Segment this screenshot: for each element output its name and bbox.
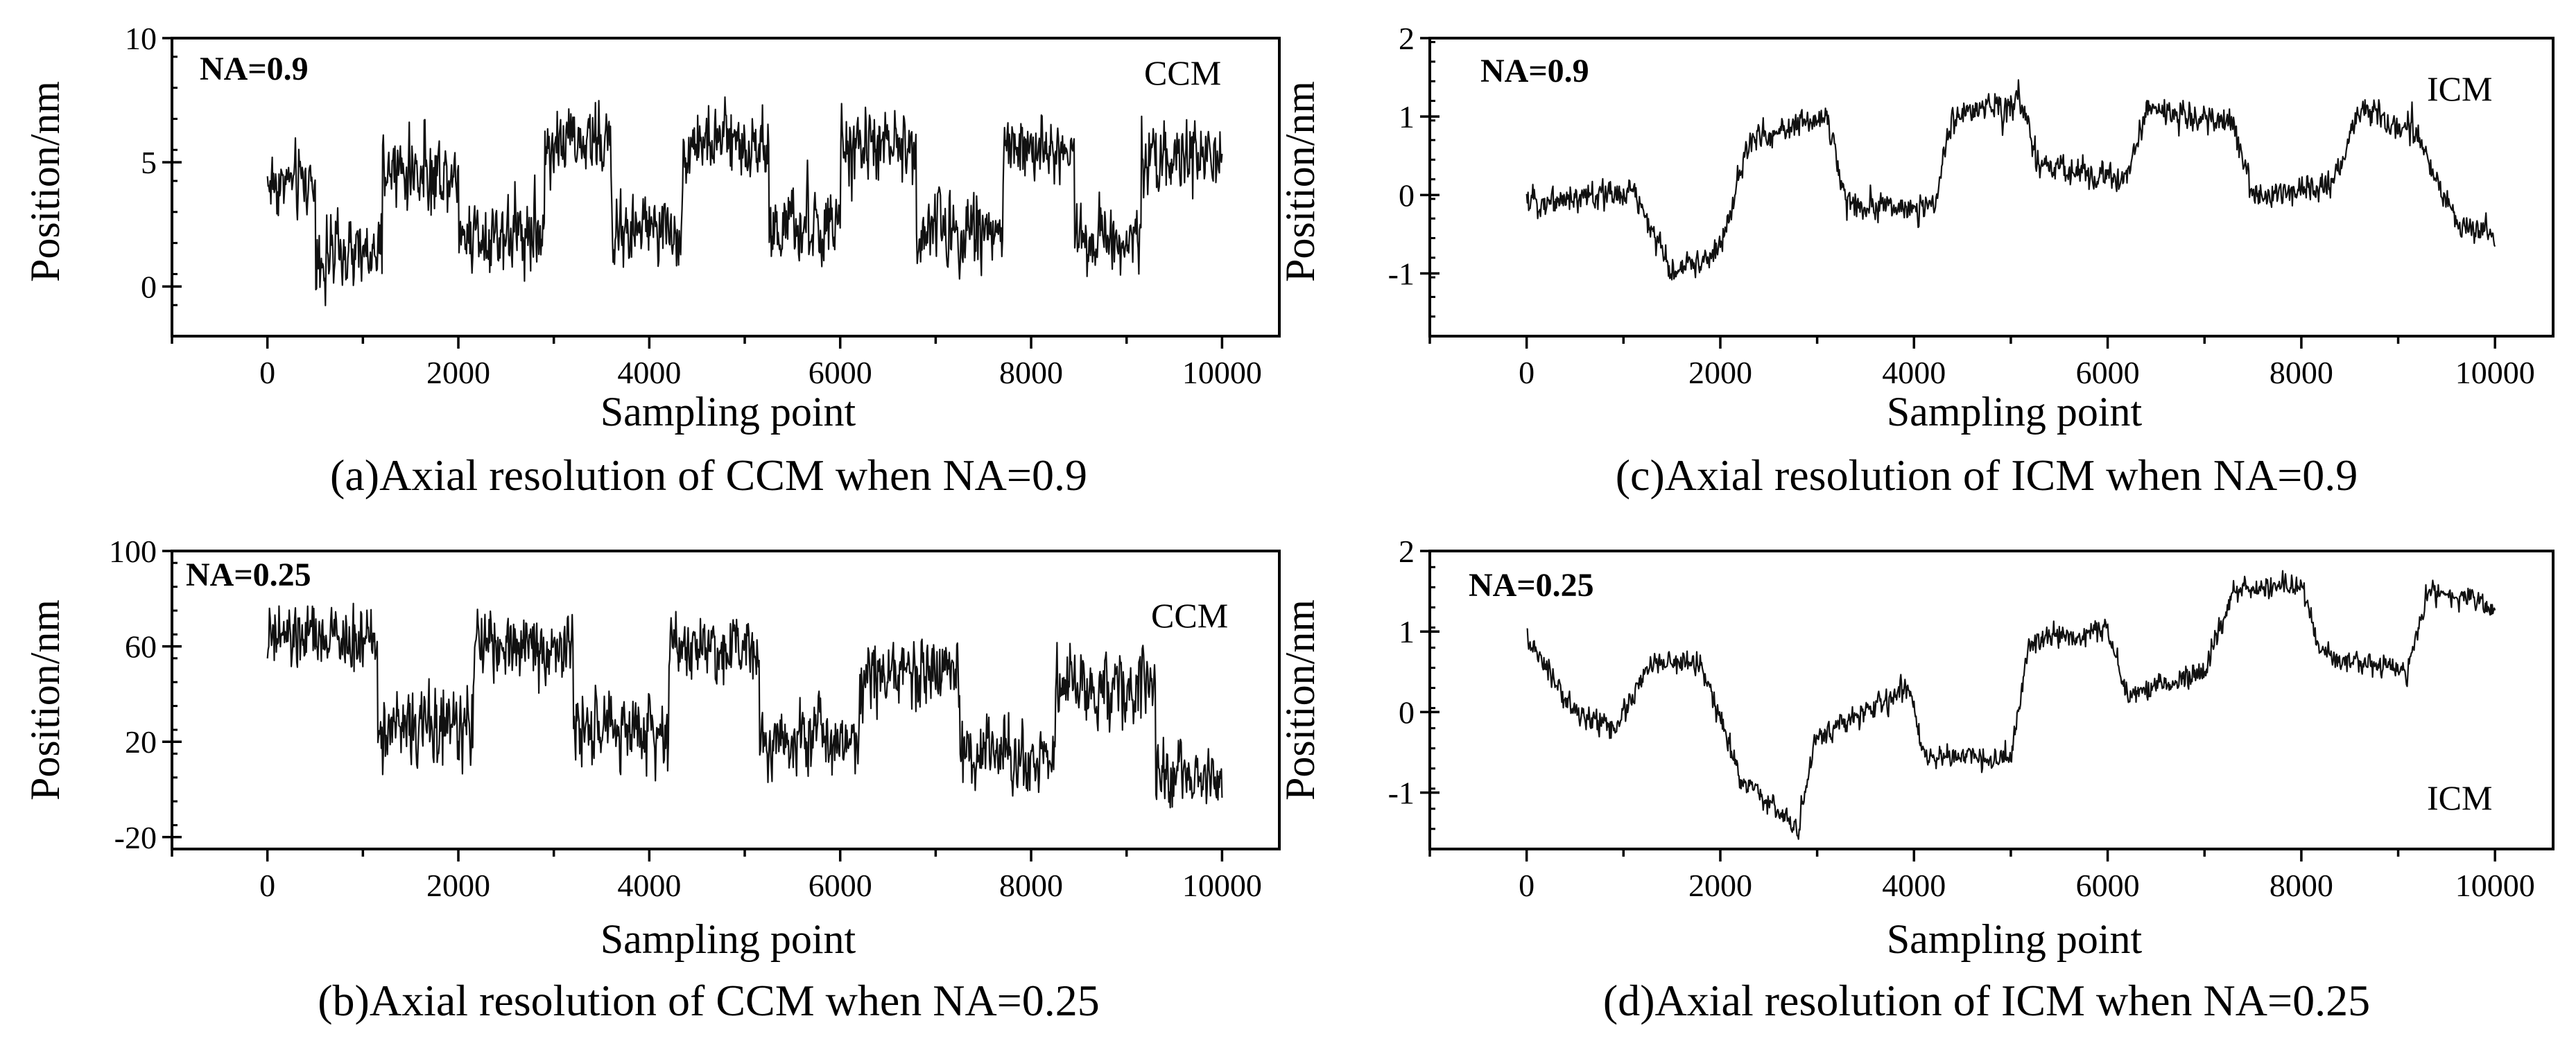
panel-d-x-axis-title: Sampling point [1887,916,2143,962]
panel-c-y-axis-title: Position/nm [1277,81,1323,282]
x-tick-label: 10000 [1182,355,1262,390]
panel-d-na-label: NA=0.25 [1469,567,1594,604]
panel-b: -20 20 60 100 0 2000 4000 6000 8000 10000 NA=0.2… [22,534,1281,1025]
panel-a-na-label: NA=0.9 [200,51,309,87]
panel-c-na-label: NA=0.9 [1480,53,1589,89]
panel-a-series-line [266,96,1223,306]
panel-d-method-label: ICM [2427,778,2492,817]
x-tick-label: 10000 [1182,868,1262,903]
x-tick-label: 8000 [999,355,1063,390]
y-tick-label: 10 [125,21,157,56]
panel-a-method-label: CCM [1144,53,1221,92]
x-tick-label: 8000 [999,868,1063,903]
y-tick-label: 5 [141,145,157,180]
y-tick-label: 0 [1399,177,1415,213]
panel-b-series-line [266,602,1223,809]
panel-a-plot-frame [171,37,1281,338]
y-tick-label: 1 [1399,99,1415,134]
x-tick-label: 10000 [2455,868,2535,903]
x-tick-label: 6000 [2076,355,2140,390]
panel-b-plot-frame [171,550,1281,850]
x-tick-label: 6000 [2076,868,2140,903]
panel-b-y-axis-title: Position/nm [22,600,68,801]
x-tick-label: 0 [259,355,275,390]
y-tick-label: 2 [1399,534,1415,569]
x-tick-label: 6000 [809,355,872,390]
panel-a-y-axis-title: Position/nm [22,81,68,282]
y-tick-label: 0 [141,269,157,304]
x-tick-label: 0 [259,868,275,903]
panel-a-x-axis-title: Sampling point [600,389,856,435]
panel-b-x-axis: 0 2000 4000 6000 8000 10000 [171,849,1262,903]
panel-d-series [1526,570,2496,840]
x-tick-label: 8000 [2270,868,2333,903]
panel-d-x-axis: 0 2000 4000 6000 8000 10000 [1428,849,2535,903]
panel-b-na-label: NA=0.25 [186,557,311,593]
x-tick-label: 2000 [1688,355,1752,390]
panel-b-caption: (b)Axial resolution of CCM when NA=0.25 [318,976,1100,1025]
y-tick-label: 2 [1399,21,1415,56]
panel-d: -1 0 1 2 0 2000 4000 6000 8000 10000 NA=0.25 ICM… [1277,534,2555,1025]
x-tick-label: 0 [1519,868,1535,903]
y-tick-label: -20 [114,820,157,855]
panel-b-series [266,602,1223,809]
x-tick-label: 0 [1519,355,1535,390]
y-tick-label: 1 [1399,614,1415,649]
panel-c-x-axis-title: Sampling point [1887,389,2143,435]
x-tick-label: 6000 [809,868,872,903]
x-tick-label: 4000 [1882,355,1946,390]
panel-d-y-axis: -1 0 1 2 [1388,534,1440,850]
panel-b-x-axis-title: Sampling point [600,916,856,962]
y-tick-label: 20 [125,724,157,760]
panel-d-caption: (d)Axial resolution of ICM when NA=0.25 [1603,976,2370,1025]
y-tick-label: -1 [1388,256,1415,291]
panel-d-plot-frame [1428,550,2555,850]
panel-c-plot-frame [1428,37,2555,338]
panel-a-caption: (a)Axial resolution of CCM when NA=0.9 [330,450,1087,500]
panel-c-caption: (c)Axial resolution of ICM when NA=0.9 [1616,450,2358,500]
panel-c-series-line [1525,79,2496,281]
x-tick-label: 2000 [426,355,490,390]
panel-b-method-label: CCM [1151,596,1228,635]
panel-a: 0 5 10 0 2000 4000 6000 8000 10000 NA=0.9 CCM S… [22,21,1281,500]
y-tick-label: 100 [109,534,157,569]
panel-a-x-axis: 0 2000 4000 6000 8000 10000 [171,336,1262,390]
panel-c-x-axis: 0 2000 4000 6000 8000 10000 [1428,336,2535,390]
x-tick-label: 10000 [2455,355,2535,390]
y-tick-label: 0 [1399,694,1415,730]
panel-c-method-label: ICM [2427,69,2492,108]
x-tick-label: 8000 [2270,355,2333,390]
x-tick-label: 4000 [617,355,681,390]
panel-c-y-axis: -1 0 1 2 [1388,21,1440,338]
panel-d-y-axis-title: Position/nm [1277,600,1323,801]
x-tick-label: 4000 [617,868,681,903]
panel-a-series [266,96,1223,306]
y-tick-label: 60 [125,629,157,665]
panel-b-y-axis: -20 20 60 100 [109,534,182,855]
y-tick-label: -1 [1388,776,1415,811]
x-tick-label: 4000 [1882,868,1946,903]
panel-c-series [1525,79,2496,281]
x-tick-label: 2000 [1688,868,1752,903]
panel-d-series-line [1526,570,2496,840]
x-tick-label: 2000 [426,868,490,903]
panel-a-y-axis: 0 5 10 [125,21,182,338]
